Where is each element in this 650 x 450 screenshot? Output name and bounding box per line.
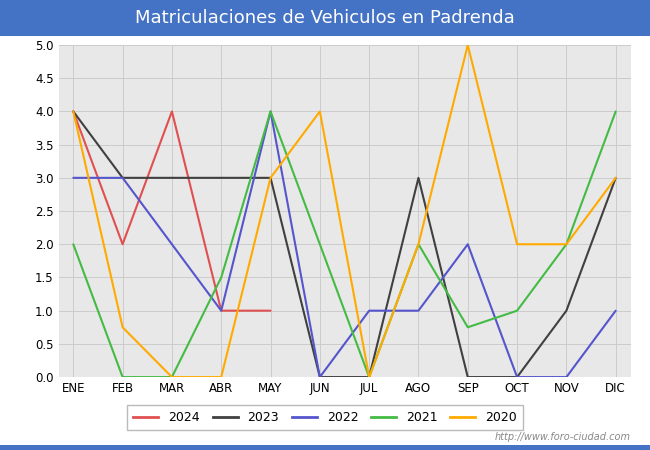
2022 (217, 308, 225, 313)
2020 (612, 175, 619, 180)
2023 (415, 175, 422, 180)
2023 (365, 374, 373, 380)
2021 (217, 275, 225, 280)
Line: 2023: 2023 (73, 112, 616, 377)
Line: 2024: 2024 (73, 112, 270, 310)
2021 (70, 242, 77, 247)
2020 (119, 324, 127, 330)
2020 (70, 109, 77, 114)
2022 (612, 308, 619, 313)
2021 (119, 374, 127, 380)
2022 (464, 242, 472, 247)
2023 (612, 175, 619, 180)
2023 (514, 374, 521, 380)
2022 (316, 374, 324, 380)
2020 (266, 175, 274, 180)
2024 (119, 242, 127, 247)
2022 (562, 374, 570, 380)
2021 (365, 374, 373, 380)
2021 (464, 324, 472, 330)
2023 (168, 175, 176, 180)
2022 (70, 175, 77, 180)
2024 (70, 109, 77, 114)
Line: 2022: 2022 (73, 112, 616, 377)
2021 (612, 109, 619, 114)
2021 (562, 242, 570, 247)
Line: 2020: 2020 (73, 45, 616, 377)
2021 (415, 242, 422, 247)
2020 (316, 109, 324, 114)
2020 (464, 42, 472, 48)
2022 (365, 308, 373, 313)
2020 (415, 242, 422, 247)
2021 (168, 374, 176, 380)
2024 (168, 109, 176, 114)
2023 (70, 109, 77, 114)
2023 (266, 175, 274, 180)
2021 (514, 308, 521, 313)
2020 (168, 374, 176, 380)
2020 (514, 242, 521, 247)
2020 (365, 374, 373, 380)
Legend: 2024, 2023, 2022, 2021, 2020: 2024, 2023, 2022, 2021, 2020 (127, 405, 523, 430)
2023 (316, 374, 324, 380)
2024 (266, 308, 274, 313)
2022 (415, 308, 422, 313)
2022 (168, 242, 176, 247)
2023 (464, 374, 472, 380)
2024 (217, 308, 225, 313)
2022 (514, 374, 521, 380)
2021 (266, 109, 274, 114)
2021 (316, 242, 324, 247)
2023 (119, 175, 127, 180)
2022 (119, 175, 127, 180)
2020 (562, 242, 570, 247)
2023 (562, 308, 570, 313)
2020 (217, 374, 225, 380)
2022 (266, 109, 274, 114)
Text: Matriculaciones de Vehiculos en Padrenda: Matriculaciones de Vehiculos en Padrenda (135, 9, 515, 27)
2023 (217, 175, 225, 180)
Line: 2021: 2021 (73, 112, 616, 377)
Text: http://www.foro-ciudad.com: http://www.foro-ciudad.com (495, 432, 630, 442)
